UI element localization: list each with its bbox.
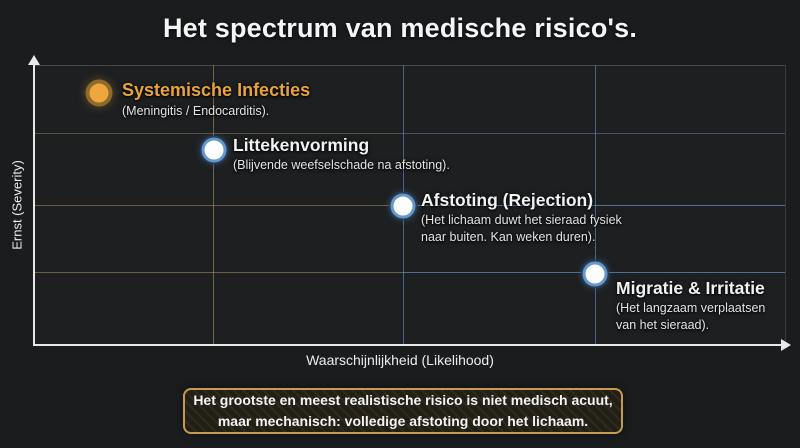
point-label-group: Afstoting (Rejection) (Het lichaam duwt …	[421, 190, 622, 245]
plot-border-right	[785, 65, 786, 345]
gridline-horizontal-1-right	[403, 133, 785, 134]
point-label-group: Migratie & Irritatie (Het langzaam verpl…	[616, 278, 766, 333]
gridline-horizontal-1-left	[35, 133, 403, 134]
data-point-systemische-infecties	[85, 79, 113, 107]
conclusion-note: Het grootste en meest realistische risic…	[183, 388, 623, 434]
y-axis-line	[33, 64, 35, 345]
point-label: Systemische Infecties	[122, 80, 311, 100]
x-axis-line	[33, 344, 783, 346]
point-label: Afstoting (Rejection)	[421, 190, 594, 210]
gridline-horizontal-2-right	[403, 205, 785, 206]
data-point-afstoting	[390, 193, 416, 219]
y-axis-label: Ernst (Severity)	[9, 160, 25, 250]
point-label: Migratie & Irritatie	[616, 278, 765, 298]
x-axis-arrow-icon	[781, 339, 791, 351]
point-sublabel: (Het langzaam verplaatsen van het sieraa…	[616, 301, 766, 332]
point-label-group: Systemische Infecties (Meningitis / Endo…	[122, 80, 311, 119]
gridline-horizontal-2-left	[35, 205, 403, 206]
point-label-group: Littekenvorming (Blijvende weefselschade…	[233, 135, 450, 174]
point-sublabel: (Meningitis / Endocarditis).	[122, 103, 270, 118]
gridline-horizontal-3-left	[35, 272, 403, 273]
y-axis-arrow-icon	[28, 55, 40, 65]
page-title: Het spectrum van medische risico's.	[162, 13, 638, 43]
data-point-littekenvorming	[201, 137, 227, 163]
point-label: Littekenvorming	[233, 135, 370, 155]
plot-border-top	[35, 65, 785, 66]
point-sublabel: (Het lichaam duwt het sieraad fysiek naa…	[421, 213, 622, 244]
data-point-migratie-irritatie	[582, 261, 608, 287]
point-sublabel: (Blijvende weefselschade na afstoting).	[233, 158, 450, 173]
x-axis-label: Waarschijnlijkheid (Likelihood)	[306, 352, 494, 368]
